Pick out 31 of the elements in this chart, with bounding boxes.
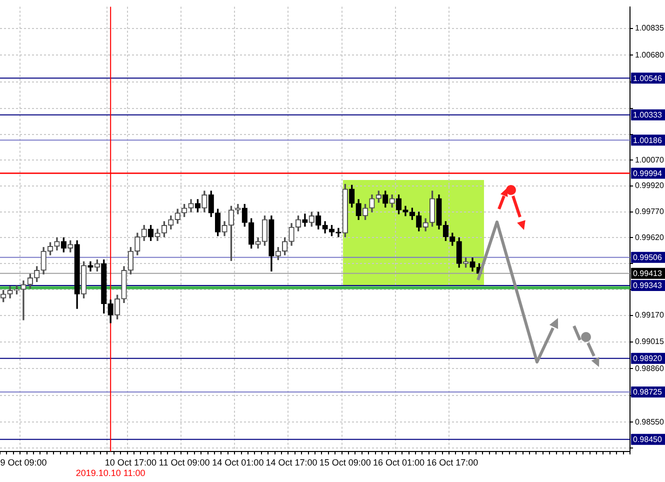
- ref-line-label: 0.99994: [633, 168, 662, 178]
- y-tick-label: 1.00070: [635, 155, 664, 164]
- x-tick-label: 10 Oct 17:00: [104, 457, 156, 468]
- x-tick-label: 14 Oct 17:00: [266, 457, 318, 468]
- ref-line-label: 0.99343: [633, 281, 662, 290]
- y-tick-label: 0.99920: [635, 181, 664, 190]
- ref-line-label: 1.00333: [633, 110, 662, 120]
- y-tick-label: 1.00680: [635, 50, 664, 60]
- x-tick-label: 9 Oct 09:00: [0, 457, 47, 468]
- candlestick: [20, 280, 26, 320]
- ref-line-label: 0.98920: [633, 354, 662, 364]
- x-tick-label: 15 Oct 09:00: [319, 457, 371, 468]
- y-tick-label: 1.00835: [635, 24, 664, 33]
- ref-line-label: 0.99413: [633, 269, 662, 278]
- x-tick-label: 11 Oct 09:00: [158, 457, 210, 468]
- ref-line-label: 1.00186: [633, 136, 662, 145]
- x-tick-label: 16 Oct 17:00: [426, 457, 478, 468]
- x-tick-label: 16 Oct 01:00: [373, 457, 425, 468]
- y-tick-label: 0.98860: [635, 364, 664, 373]
- candlestick: [336, 228, 342, 238]
- ref-line-label: 0.98725: [633, 388, 662, 397]
- y-tick-label: 0.99015: [635, 337, 664, 346]
- x-tick-label: 14 Oct 01:00: [212, 457, 264, 468]
- ref-line-label: 0.99506: [633, 253, 662, 262]
- y-tick-label: 0.99170: [635, 310, 664, 320]
- y-tick-label: 0.99770: [635, 207, 664, 216]
- ref-line-label: 1.00546: [633, 74, 662, 83]
- y-tick-label: 0.98550: [635, 417, 664, 426]
- y-tick-label: 0.99620: [635, 232, 664, 242]
- x-tick-label: 2019.10.10 11:00: [76, 468, 146, 478]
- ref-line-label: 0.98450: [633, 435, 662, 444]
